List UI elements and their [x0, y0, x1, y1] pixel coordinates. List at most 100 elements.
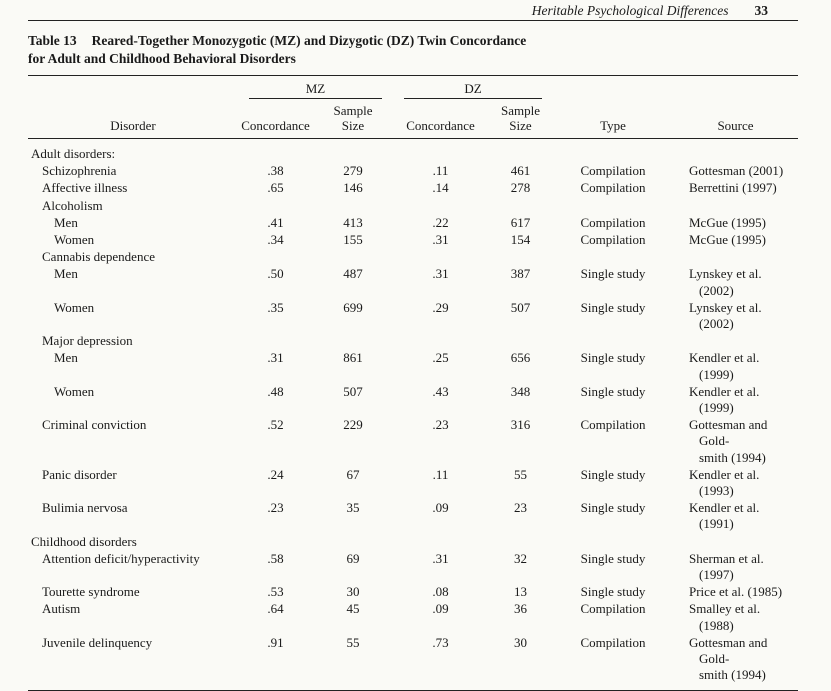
cell-dz-sample: 278	[510, 180, 531, 196]
cell-source: Kendler et al. (1999)	[689, 350, 760, 382]
cell-disorder: Criminal conviction	[42, 417, 147, 433]
spanner-empty-cell	[553, 76, 673, 101]
cell-type: Single study	[580, 550, 646, 566]
cell-dz-concordance: .29	[432, 299, 449, 315]
cell-mz-sample	[313, 533, 393, 550]
cell-disorder: Cannabis dependence	[42, 249, 155, 265]
cell-mz-concordance: .34	[267, 232, 284, 248]
cell-dz-sample: 23	[514, 500, 527, 516]
cell-dz-sample	[488, 139, 553, 163]
cell-type: Single study	[580, 350, 646, 366]
cell-source	[673, 533, 798, 550]
cell-disorder: Major depression	[42, 333, 133, 349]
cell-mz-sample: 229	[343, 417, 363, 433]
table-row: Panic disorder .24 67 .11 55 Single stud…	[28, 466, 798, 499]
mz-spanner: MZ	[238, 76, 393, 101]
mz-spanner-label: MZ	[249, 81, 382, 99]
cell-mz-concordance: .31	[267, 350, 284, 366]
cell-dz-concordance	[393, 333, 488, 350]
cell-type: Single study	[580, 466, 646, 482]
cell-disorder: Panic disorder	[42, 466, 117, 482]
cell-type	[553, 533, 673, 550]
cell-mz-sample: 699	[343, 299, 363, 315]
table-row-section: Childhood disorders	[28, 533, 798, 550]
table-row: Schizophrenia .38 279 .11 461 Compilatio…	[28, 163, 798, 180]
cell-dz-concordance: .31	[432, 550, 449, 566]
cell-mz-concordance: .91	[267, 634, 284, 650]
cell-mz-concordance	[238, 533, 313, 550]
cell-disorder: Women	[54, 232, 95, 248]
cell-disorder: Tourette syndrome	[42, 584, 140, 600]
cell-mz-sample: 55	[346, 634, 360, 650]
cell-dz-sample: 656	[510, 350, 531, 366]
cell-dz-sample: 13	[514, 584, 527, 600]
cell-mz-sample: 35	[346, 500, 360, 516]
cell-type: Compilation	[580, 232, 646, 248]
page-number: 33	[754, 3, 769, 18]
cell-source: Kendler et al. (1991)	[689, 500, 760, 532]
cell-dz-sample: 55	[514, 466, 527, 482]
cell-disorder: Affective illness	[42, 180, 128, 196]
cell-source: McGue (1995)	[689, 232, 766, 248]
table-row: Juvenile delinquency .91 55 .73 30 Compi…	[28, 634, 798, 690]
cell-mz-concordance	[238, 139, 313, 163]
table-row: Tourette syndrome .53 30 .08 13 Single s…	[28, 584, 798, 601]
cell-mz-sample: 69	[346, 550, 360, 566]
cell-mz-concordance	[238, 249, 313, 266]
cell-mz-concordance: .52	[267, 417, 284, 433]
dz-spanner: DZ	[393, 76, 553, 101]
cell-dz-sample	[488, 333, 553, 350]
cell-mz-concordance: .24	[267, 466, 284, 482]
cell-type: Compilation	[580, 634, 646, 650]
cell-disorder: Adult disorders:	[31, 146, 116, 161]
running-head-title: Heritable Psychological Differences	[531, 3, 729, 18]
cell-mz-concordance: .23	[267, 500, 284, 516]
table-row-subsection: Major depression	[28, 333, 798, 350]
cell-disorder: Bulimia nervosa	[42, 500, 128, 516]
table-title-line1: Reared-Together Monozygotic (MZ) and Diz…	[91, 33, 527, 48]
cell-type: Single study	[580, 299, 646, 315]
cell-dz-concordance: .11	[432, 466, 449, 482]
cell-dz-sample: 32	[514, 550, 527, 566]
cell-mz-sample: 413	[343, 214, 363, 230]
cell-type: Compilation	[580, 214, 646, 230]
cell-dz-concordance: .14	[432, 180, 449, 196]
cell-dz-concordance	[393, 533, 488, 550]
cell-disorder: Alcoholism	[42, 197, 103, 213]
cell-mz-sample: 146	[343, 180, 363, 196]
running-head: Heritable Psychological Differences 33	[28, 3, 798, 18]
cell-disorder: Men	[54, 350, 78, 366]
table-row: Autism .64 45 .09 36 Compilation Smalley…	[28, 601, 798, 634]
cell-mz-sample	[313, 333, 393, 350]
dz-spanner-label: DZ	[404, 81, 542, 99]
cell-disorder: Autism	[42, 601, 81, 617]
cell-source: Smalley et al. (1988)	[689, 601, 761, 633]
header-mz-sample-size: Sample Size	[313, 100, 393, 139]
table-row-subsection: Alcoholism	[28, 197, 798, 214]
cell-dz-sample: 387	[510, 266, 531, 282]
cell-mz-concordance: .64	[267, 601, 284, 617]
cell-type: Single study	[580, 500, 646, 516]
cell-source: Gottesman and Gold- smith (1994)	[689, 634, 768, 683]
cell-disorder: Women	[54, 299, 95, 315]
table-row: Women .35 699 .29 507 Single study Lynsk…	[28, 299, 798, 332]
cell-type	[553, 333, 673, 350]
cell-mz-sample: 30	[346, 584, 360, 600]
header-type: Type	[553, 100, 673, 139]
table-title-line2: for Adult and Childhood Behavioral Disor…	[28, 50, 296, 66]
cell-type: Single study	[580, 266, 646, 282]
cell-mz-sample	[313, 139, 393, 163]
header-dz-sample-size: Sample Size	[488, 100, 553, 139]
cell-mz-concordance: .41	[267, 214, 284, 230]
cell-type: Single study	[580, 584, 646, 600]
cell-dz-sample	[488, 249, 553, 266]
cell-type	[553, 139, 673, 163]
cell-mz-sample: 45	[346, 601, 360, 617]
cell-source: Berrettini (1997)	[689, 180, 777, 196]
cell-dz-concordance: .09	[432, 601, 449, 617]
spanner-empty-cell	[673, 76, 798, 101]
cell-type: Compilation	[580, 601, 646, 617]
table-row: Men .41 413 .22 617 Compilation McGue (1…	[28, 214, 798, 231]
cell-dz-concordance	[393, 249, 488, 266]
